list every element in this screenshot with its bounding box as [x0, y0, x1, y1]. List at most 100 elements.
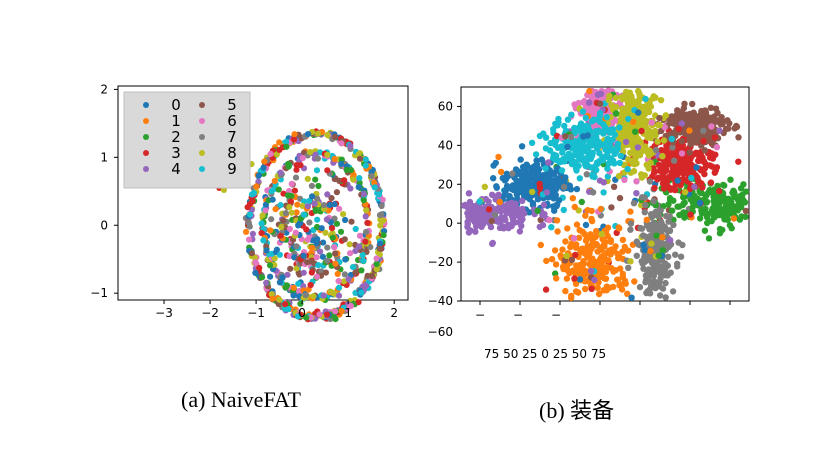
plot-a-point — [326, 201, 333, 208]
plot-b-point — [657, 292, 664, 299]
plot-b-point — [656, 114, 663, 122]
plot-b-point — [665, 160, 672, 167]
plot-b-point — [576, 276, 584, 283]
plot-b-point — [481, 183, 488, 190]
plot-b-point — [591, 110, 598, 118]
plot-b-point — [604, 263, 611, 271]
plot-b-point — [651, 168, 658, 176]
plot-b-point — [663, 212, 670, 220]
plot-a-point — [308, 244, 315, 251]
plot-a-point — [290, 284, 297, 291]
plot-a-point — [303, 314, 310, 321]
plot-b-point — [561, 158, 568, 165]
plot-a-point — [360, 197, 367, 204]
plot-a-point — [273, 151, 280, 158]
caption-a: (a) NaiveFAT — [181, 387, 301, 412]
plot-b-point — [615, 253, 623, 260]
plot-b-point — [673, 119, 680, 127]
plot-b-point — [570, 152, 577, 159]
plot-a-point — [243, 228, 250, 235]
plot-b-point — [628, 294, 635, 301]
plot-b-point — [612, 110, 620, 117]
plot-b-point — [740, 196, 747, 204]
plot-a-point — [277, 169, 284, 176]
legend-marker-0 — [143, 102, 149, 108]
plot-b-point — [703, 191, 710, 199]
plot-a-point — [263, 247, 270, 254]
plot-b-point — [615, 172, 623, 180]
plot-b-point — [633, 252, 640, 259]
y-tick-label: 2 — [100, 82, 108, 96]
plot-b-point — [664, 228, 671, 235]
plot-b-point — [689, 100, 696, 108]
plot-b-points — [460, 87, 750, 302]
plot-a-point — [377, 240, 384, 247]
plot-b-point — [605, 160, 613, 167]
plot-a-point — [376, 245, 384, 252]
plot-b-point — [630, 168, 638, 175]
plot-b-point — [686, 127, 693, 134]
plot-a-point — [260, 164, 267, 171]
plot-a-point — [320, 202, 328, 209]
plot-b-point — [637, 139, 644, 146]
plot-a-point — [260, 237, 267, 244]
plot-a-point — [279, 274, 286, 281]
plot-a-point — [332, 316, 339, 323]
plot-b-point — [568, 256, 576, 264]
plot-b-point — [683, 158, 690, 165]
plot-a-point — [331, 201, 338, 208]
plot-a-point — [335, 284, 343, 291]
plot-b-point — [563, 275, 571, 282]
plot-b-point — [622, 138, 630, 146]
x-tick-label: 1 — [344, 306, 352, 320]
plot-b-point — [665, 201, 672, 208]
plot-b-point — [582, 221, 590, 229]
plot-a-point — [331, 155, 338, 163]
plot-b-point — [552, 261, 560, 268]
plot-a-point — [300, 269, 307, 276]
plot-a-point — [301, 211, 308, 218]
plot-b-point — [467, 227, 474, 234]
plot-b-point — [580, 258, 587, 265]
plot-b-point — [497, 217, 504, 225]
plot-b-point — [614, 276, 622, 283]
plot-b-point — [558, 167, 566, 174]
plot-b-point — [470, 202, 477, 210]
plot-a-point — [299, 202, 306, 209]
plot-a-point — [250, 189, 257, 197]
plot-b-point — [623, 106, 630, 114]
plot-b-point — [542, 165, 549, 172]
plot-b-point — [568, 111, 575, 118]
x-tick-label: −1 — [247, 306, 265, 320]
plot-a-point — [358, 267, 365, 274]
plot-b-point — [662, 181, 670, 188]
plot-b-point — [659, 247, 666, 254]
plot-b-point — [715, 198, 722, 205]
plot-b-point — [562, 133, 569, 140]
plot-a-point — [288, 192, 295, 200]
plot-b-point — [726, 120, 733, 127]
plot-b-point — [497, 168, 505, 176]
legend-marker-5 — [199, 102, 205, 108]
plot-b-point — [499, 174, 506, 182]
plot-a-point — [275, 186, 282, 193]
plot-b-point — [647, 247, 654, 255]
y-tick-label: 20 — [438, 177, 453, 191]
plot-a-point — [334, 270, 341, 277]
plot-a-point — [287, 265, 294, 272]
plot-a-point — [283, 282, 291, 289]
plot-b-point — [553, 132, 561, 140]
plot-b-point — [673, 111, 680, 119]
plot-a-point — [245, 219, 252, 226]
plot-b-point — [651, 184, 658, 192]
plot-b-point — [674, 177, 681, 184]
plot-a-point — [291, 131, 298, 138]
x-tick-label: 2 — [390, 306, 398, 320]
plot-a-point — [324, 167, 331, 174]
plot-b-point — [704, 219, 711, 227]
plot-b-point — [635, 109, 642, 116]
plot-a-point — [285, 163, 292, 170]
plot-b-point — [740, 181, 747, 188]
plot-a-point — [338, 140, 345, 147]
